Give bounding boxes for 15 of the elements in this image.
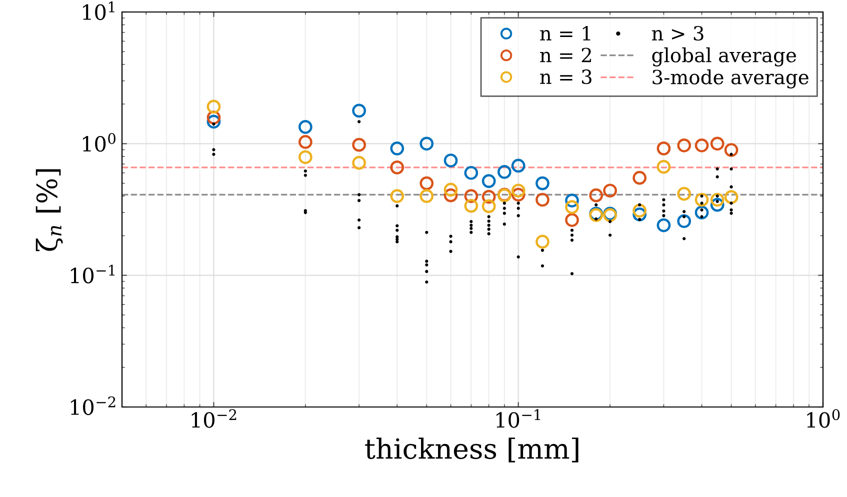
legend-label: global average <box>652 47 796 66</box>
x-tick-label: 10$^{−1}$ <box>496 409 540 428</box>
y-tick-label: 10$^{−1}$ <box>70 264 115 284</box>
x-tick-label: 10$^{0}$ <box>807 409 840 428</box>
legend-label: n > 3 <box>652 26 704 41</box>
y-tick-label: 10$^{0}$ <box>83 133 116 152</box>
legend-label: n = 1 <box>540 26 590 40</box>
y-tick-label: 10$^{−2}$ <box>70 396 116 416</box>
legend-label: 3-mode average <box>652 69 808 88</box>
legend-label: n = 2 <box>540 48 591 62</box>
y-axis-title: ζ$_{n}$ [%] <box>36 169 63 252</box>
y-tick-label: 10$^{1}$ <box>83 1 114 20</box>
legend-label: n = 3 <box>540 69 592 84</box>
x-axis-title: thickness [mm] <box>365 438 578 462</box>
x-tick-label: 10$^{−2}$ <box>192 409 236 428</box>
